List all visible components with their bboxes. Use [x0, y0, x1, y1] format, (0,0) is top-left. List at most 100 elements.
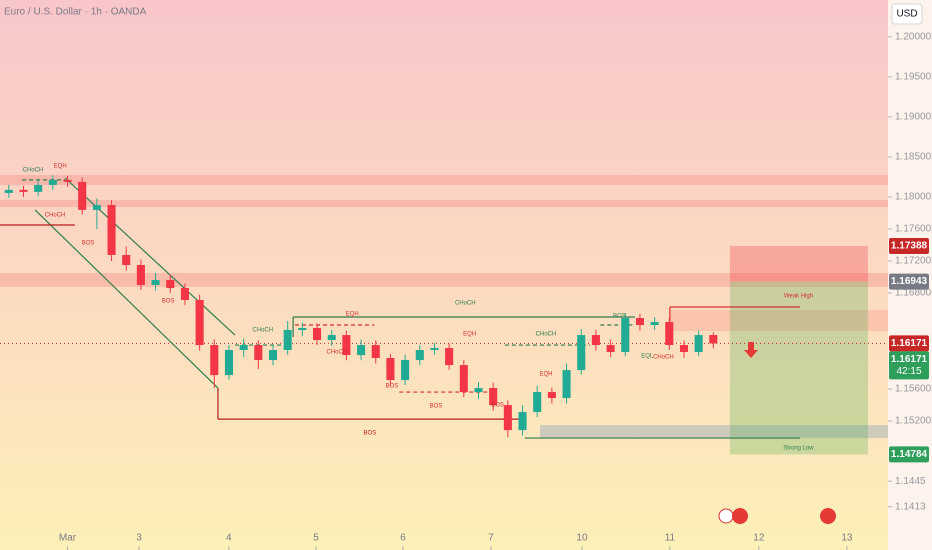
y-tick-label: 1.19500 — [895, 71, 932, 82]
structure-line — [64, 177, 236, 336]
candle-body — [136, 264, 145, 286]
candle-body — [298, 327, 307, 330]
x-tick-label: 13 — [841, 533, 853, 544]
candle-body — [239, 345, 248, 351]
candle-body — [195, 299, 204, 346]
y-tick-label: 1.18500 — [895, 152, 932, 163]
candle-body — [357, 345, 366, 356]
candle-body — [415, 350, 424, 361]
annotation: EQH — [463, 332, 476, 338]
candle-body — [210, 345, 219, 376]
candle-body — [371, 345, 380, 359]
current-price-box — [889, 351, 929, 380]
annotation: BOS — [613, 314, 626, 320]
candle-body — [650, 321, 659, 326]
y-tick-label: 1.17600 — [895, 224, 932, 235]
y-tick-label: 1.1413 — [895, 501, 926, 512]
annotation: Weak High — [784, 294, 813, 300]
candle-body — [621, 317, 630, 353]
candle-body — [635, 317, 644, 326]
candle-body — [503, 405, 512, 431]
candle-body — [474, 388, 483, 393]
candle-body — [180, 287, 189, 300]
y-tick-label: 1.17200 — [895, 256, 932, 267]
candle-body — [489, 388, 498, 406]
chart-title: Euro / U.S. Dollar · 1h · OANDA — [4, 7, 147, 18]
candle-body — [268, 350, 278, 361]
event-icon[interactable] — [732, 508, 748, 524]
x-tick-label: 4 — [226, 533, 232, 544]
price-label: 1.17388 — [891, 241, 928, 252]
annotation: CHoCH — [23, 167, 44, 173]
candle-body — [78, 181, 87, 210]
event-icons — [718, 508, 836, 524]
zone — [669, 309, 888, 332]
candle-body — [19, 189, 28, 192]
x-tick-label: 11 — [665, 533, 676, 544]
candle-body — [122, 254, 131, 265]
candle-body — [63, 179, 72, 182]
annotation: BOS — [430, 404, 443, 410]
candle-body — [577, 335, 586, 371]
zone — [729, 245, 868, 282]
currency-label: USD — [896, 9, 917, 20]
y-tick-label: 1.1445 — [895, 476, 926, 487]
x-tick-label: Mar — [59, 533, 77, 544]
candle-body — [313, 327, 322, 341]
annotation: EQH — [540, 372, 553, 378]
annotation: EQH — [346, 312, 359, 318]
x-tick-label: 3 — [136, 533, 142, 544]
annotation: BOS — [364, 431, 377, 437]
price-label-box — [889, 237, 929, 254]
candle-body — [386, 358, 395, 381]
candle-body — [107, 204, 116, 255]
candle-body — [342, 335, 351, 356]
annotation: CHoCH — [45, 213, 66, 219]
zone — [0, 272, 888, 288]
annotation: CHoCH — [252, 328, 273, 334]
candle-body — [665, 321, 674, 346]
x-tick-label: 7 — [488, 533, 494, 544]
candle-body — [459, 365, 468, 393]
candle-body — [283, 330, 292, 351]
annotation: CHoCH — [455, 301, 476, 307]
candle-body — [547, 392, 556, 399]
y-tick-label: 1.15600 — [895, 384, 932, 395]
annotation: EQH — [54, 163, 67, 169]
annotation: Strong Low — [783, 446, 814, 452]
currency-button[interactable] — [891, 3, 923, 25]
event-icon[interactable] — [820, 508, 836, 524]
annotation: BOS — [491, 403, 504, 409]
current-price-label: 1.16171 — [891, 354, 928, 365]
price-label: 1.16171 — [891, 338, 928, 349]
y-tick-label: 1.20000 — [895, 31, 932, 42]
annotation: CHoCH — [536, 332, 557, 338]
annotation: BOS — [386, 384, 399, 390]
candle-body — [606, 345, 615, 353]
y-tick-label: 1.18000 — [895, 192, 932, 203]
candle-body — [34, 184, 43, 192]
candle-body — [533, 392, 542, 413]
candle-body — [445, 348, 454, 366]
annotation: CHoCH — [327, 350, 348, 356]
annotation: BOS — [162, 299, 175, 305]
y-tick-label: 1.15200 — [895, 416, 932, 427]
zone — [729, 281, 868, 455]
candle-body — [694, 335, 703, 353]
x-tick-label: 5 — [313, 533, 319, 544]
zone — [539, 425, 888, 439]
candle-body — [709, 335, 718, 344]
candle-body — [224, 350, 234, 376]
annotation: BOS — [82, 241, 95, 247]
candle-body — [254, 345, 263, 361]
candle-body — [166, 279, 175, 288]
annotation: CHoCH — [653, 355, 674, 361]
candle-body — [591, 335, 600, 346]
y-tick-label: 1.19000 — [895, 112, 932, 123]
x-tick-label: 10 — [576, 533, 588, 544]
price-label-box — [889, 335, 929, 352]
x-tick-label: 6 — [400, 533, 406, 544]
candle-body — [430, 348, 439, 351]
event-icon[interactable] — [718, 508, 734, 524]
